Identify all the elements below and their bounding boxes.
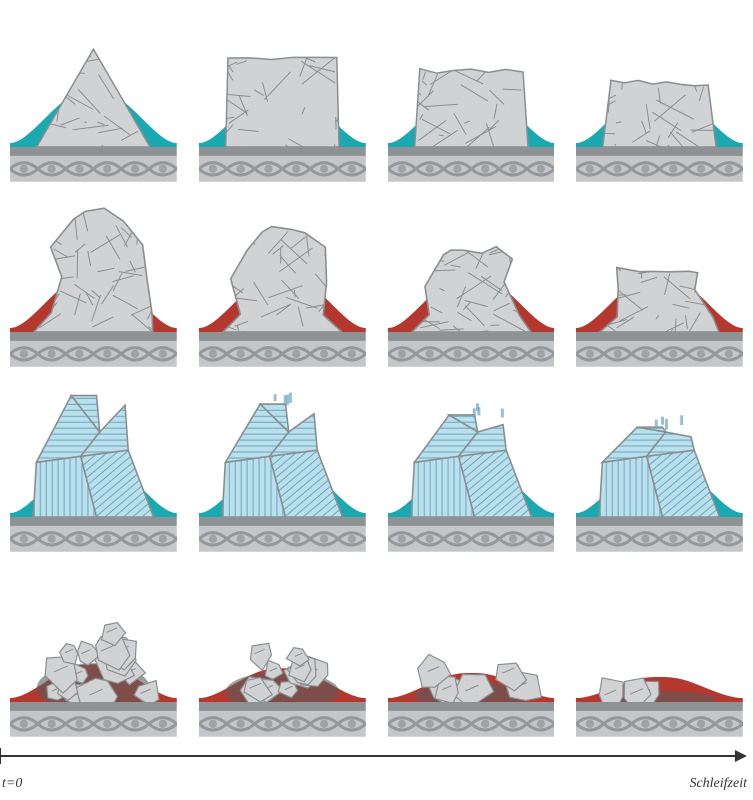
abrasive-cell-2-3: [576, 386, 743, 555]
abrasive-cell-0-2: [388, 16, 555, 185]
abrasive-cell-2-0: [10, 386, 177, 555]
cell-3-2: [388, 567, 555, 740]
abrasive-cell-1-2: [388, 201, 555, 370]
abrasive-cell-1-3: [576, 201, 743, 370]
cell-2-1: [199, 382, 366, 555]
abrasive-cell-3-0: [10, 571, 177, 740]
cell-1-0: [10, 197, 177, 370]
abrasive-cell-3-1: [199, 571, 366, 740]
cell-2-2: [388, 382, 555, 555]
cell-3-3: [576, 567, 743, 740]
axis-label-start: t=0: [2, 776, 22, 792]
abrasive-grid: [0, 0, 753, 740]
abrasive-cell-1-0: [10, 201, 177, 370]
abrasive-cell-0-0: [10, 16, 177, 185]
abrasive-cell-0-1: [199, 16, 366, 185]
abrasive-cell-3-2: [388, 571, 555, 740]
axis-label-end: Schleifzeit: [689, 776, 747, 792]
cell-1-3: [576, 197, 743, 370]
diagram-container: t=0 Schleifzeit: [0, 0, 753, 800]
cell-3-1: [199, 567, 366, 740]
cell-1-1: [199, 197, 366, 370]
time-axis: [0, 746, 747, 766]
cell-2-0: [10, 382, 177, 555]
abrasive-cell-0-3: [576, 16, 743, 185]
cell-0-1: [199, 12, 366, 185]
cell-3-0: [10, 567, 177, 740]
cell-1-2: [388, 197, 555, 370]
cell-2-3: [576, 382, 743, 555]
abrasive-cell-2-2: [388, 386, 555, 555]
abrasive-cell-2-1: [199, 386, 366, 555]
cell-0-3: [576, 12, 743, 185]
abrasive-cell-1-1: [199, 201, 366, 370]
abrasive-cell-3-3: [576, 571, 743, 740]
cell-0-2: [388, 12, 555, 185]
cell-0-0: [10, 12, 177, 185]
